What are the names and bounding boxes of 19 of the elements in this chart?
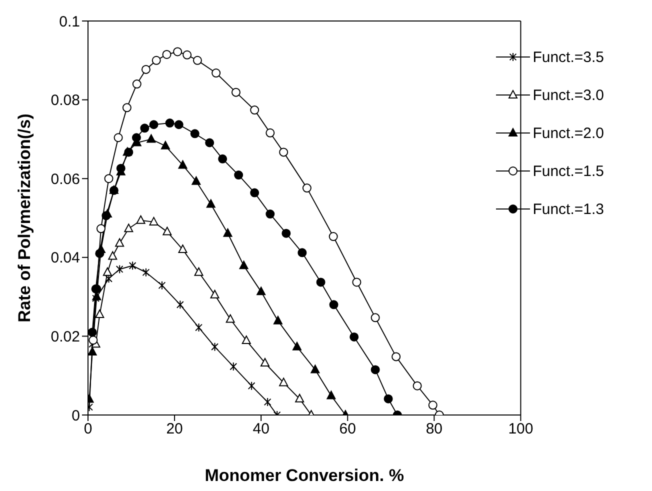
x-tick-label: 100: [508, 420, 534, 438]
y-tick-label: 0: [72, 407, 80, 424]
legend-label: Funct.=1.3: [532, 200, 604, 218]
x-tick-label: 40: [252, 420, 270, 438]
y-tick-label: 0.08: [50, 92, 80, 110]
legend-label: Funct.=3.0: [532, 86, 604, 104]
legend-label: Funct.=3.5: [532, 48, 604, 66]
y-axis-title: Rate of Polymerization(/s): [15, 114, 34, 322]
x-tick-label: 20: [166, 420, 183, 438]
x-tick-label: 0: [84, 420, 92, 438]
legend-label: Funct.=2.0: [532, 124, 604, 142]
y-tick-label: 0.04: [50, 250, 80, 267]
x-tick-label: 60: [339, 420, 356, 438]
y-tick-label: 0.1: [59, 13, 80, 30]
x-tick-label: 80: [426, 420, 443, 438]
y-tick-label: 0.06: [50, 170, 80, 188]
legend-label: Funct.=1.5: [532, 162, 604, 180]
x-axis-title: Monomer Conversion. %: [204, 466, 404, 486]
y-tick-label: 0.02: [50, 328, 80, 346]
